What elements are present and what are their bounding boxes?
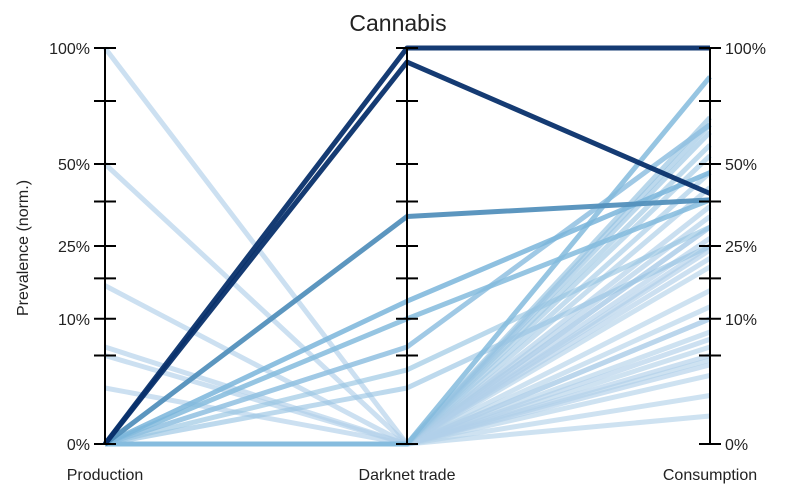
tick-label-left: 25% — [58, 239, 90, 256]
chart-title: Cannabis — [349, 10, 446, 36]
y-tick-labels: 0% 0% 10% 10% 25% 25% 50% 50% 100% 100% — [49, 41, 766, 454]
tick-label-left: 100% — [49, 41, 90, 58]
axis-name-1: Production — [67, 467, 144, 484]
tick-label-right: 0% — [725, 437, 748, 454]
axis-name-3: Consumption — [663, 467, 757, 484]
axis-names: Production Darknet trade Consumption — [67, 467, 757, 484]
tick-label-right: 100% — [725, 41, 766, 58]
vertical-axes — [94, 47, 721, 445]
tick-label-left: 0% — [67, 437, 90, 454]
axis-name-2: Darknet trade — [359, 467, 456, 484]
tick-label-left: 10% — [58, 312, 90, 329]
tick-label-right: 50% — [725, 157, 757, 174]
tick-label-right: 25% — [725, 239, 757, 256]
tick-label-left: 50% — [58, 157, 90, 174]
tick-label-right: 10% — [725, 312, 757, 329]
y-axis-label: Prevalence (norm.) — [15, 180, 32, 316]
